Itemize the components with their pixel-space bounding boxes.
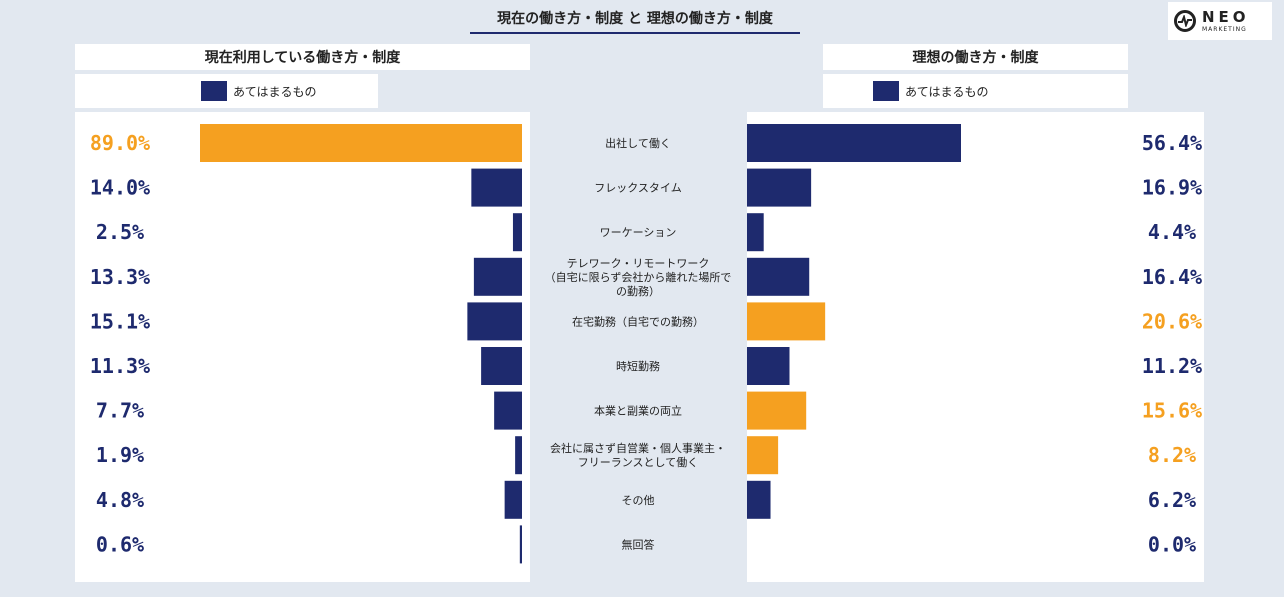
left-value-label-2: 2.5%	[96, 220, 144, 244]
right-bar-2	[747, 213, 764, 252]
right-value-label-0: 56.4%	[1142, 131, 1202, 155]
left-value-label-8: 4.8%	[96, 488, 144, 512]
left-bar-6	[494, 391, 522, 430]
left-value-label-6: 7.7%	[96, 399, 144, 423]
category-label-5-0: 時短勤務	[616, 359, 660, 373]
right-bar-0	[747, 124, 961, 162]
category-label-2-0: ワーケーション	[600, 226, 677, 239]
legend-swatch	[873, 81, 899, 101]
right-value-label-1: 16.9%	[1142, 176, 1202, 200]
right-bar-4	[747, 302, 826, 341]
category-label-7-0: 会社に属さず自営業・個人事業主・	[550, 441, 726, 455]
left-value-label-1: 14.0%	[90, 176, 150, 200]
logo-sub-text: MARKETING	[1202, 25, 1247, 33]
right-value-label-2: 4.4%	[1148, 220, 1196, 244]
left-bar-5	[481, 347, 522, 385]
right-bar-5	[747, 347, 790, 385]
category-label-3-2: の勤務）	[616, 284, 660, 298]
left-value-label-7: 1.9%	[96, 443, 144, 467]
right-value-label-9: 0.0%	[1148, 532, 1196, 556]
category-label-3-0: テレワーク・リモートワーク	[567, 257, 710, 270]
right-bar-6	[747, 391, 807, 430]
neo-marketing-logo: NEO MARKETING	[1168, 2, 1272, 40]
category-label-6-0: 本業と副業の両立	[594, 404, 682, 418]
left-bar-4	[467, 302, 522, 341]
right-panel-header: 理想の働き方・制度	[823, 44, 1128, 70]
right-bar-8	[747, 480, 771, 519]
right-chart-panel	[747, 112, 1204, 582]
category-label-7-1: フリーランスとして働く	[578, 456, 698, 469]
left-bar-9	[519, 525, 522, 564]
left-legend: あてはまるもの	[75, 74, 378, 108]
category-label-3-1: （自宅に限らず会社から離れた場所で	[545, 270, 732, 284]
page-title: 現在の働き方・制度 と 理想の働き方・制度	[470, 4, 800, 34]
right-legend-label: あてはまるもの	[905, 84, 989, 99]
left-value-label-5: 11.3%	[90, 354, 150, 378]
category-label-1-0: フレックスタイム	[594, 182, 681, 195]
left-value-label-0: 89.0%	[90, 131, 150, 155]
left-value-label-9: 0.6%	[96, 532, 144, 556]
left-chart-panel	[75, 112, 530, 582]
left-bar-3	[473, 257, 522, 296]
right-value-label-7: 8.2%	[1148, 443, 1196, 467]
logo-pulse-icon	[1174, 10, 1196, 32]
right-bar-7	[747, 436, 779, 475]
right-value-label-5: 11.2%	[1142, 354, 1202, 378]
right-value-label-3: 16.4%	[1142, 265, 1202, 289]
right-value-label-4: 20.6%	[1142, 309, 1202, 333]
right-value-label-6: 15.6%	[1142, 399, 1202, 423]
left-bar-2	[512, 213, 522, 252]
left-value-label-3: 13.3%	[90, 265, 150, 289]
right-legend: あてはまるもの	[823, 74, 1128, 108]
right-value-label-8: 6.2%	[1148, 488, 1196, 512]
right-bar-3	[747, 257, 810, 296]
category-label-8-0: その他	[622, 494, 655, 507]
category-label-9-0: 無回答	[622, 537, 655, 551]
right-bar-1	[747, 168, 812, 207]
left-bar-7	[515, 436, 522, 475]
left-panel-header: 現在利用している働き方・制度	[75, 44, 530, 70]
category-label-0-0: 出社して働く	[605, 136, 671, 150]
logo-main-text: NEO	[1202, 7, 1250, 26]
category-label-4-0: 在宅勤務（自宅での勤務）	[572, 314, 704, 328]
left-bar-0	[200, 124, 522, 162]
left-value-label-4: 15.1%	[90, 309, 150, 333]
left-legend-label: あてはまるもの	[233, 84, 317, 99]
legend-swatch	[201, 81, 227, 101]
left-bar-8	[504, 480, 522, 519]
left-bar-1	[471, 168, 522, 207]
